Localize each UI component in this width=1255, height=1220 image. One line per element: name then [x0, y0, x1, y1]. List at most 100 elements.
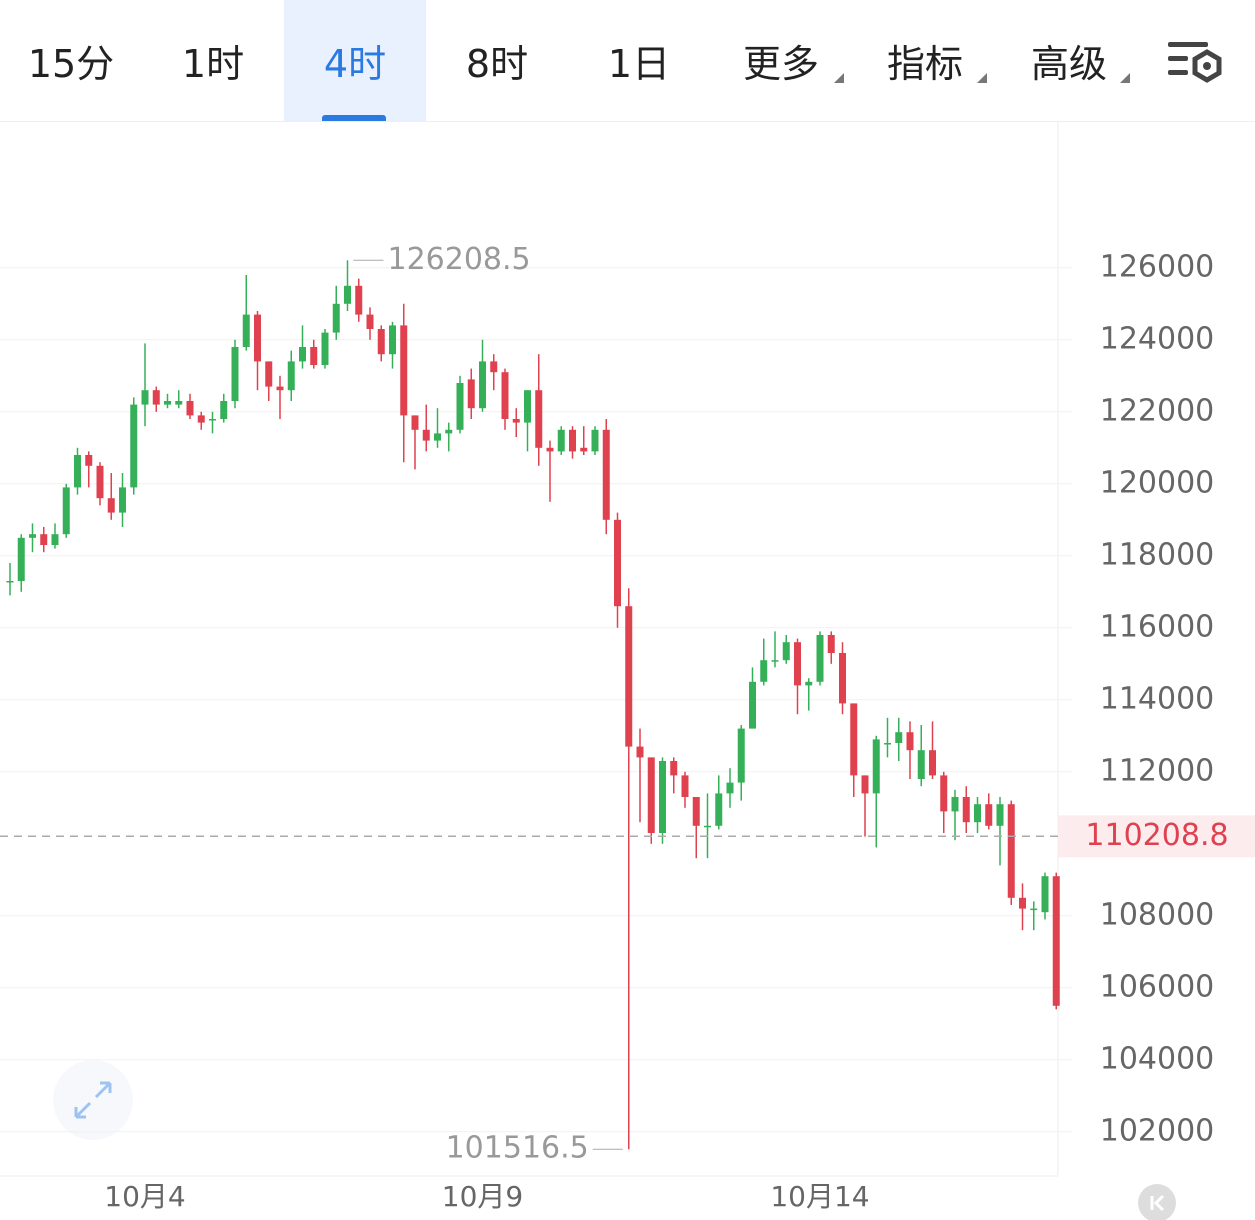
candle-body: [614, 519, 621, 607]
candle-body: [400, 325, 408, 416]
candle-body: [175, 401, 183, 405]
tab[interactable]: 1日: [607, 42, 671, 86]
candle-body: [287, 361, 295, 391]
candle-body: [355, 285, 363, 315]
y-tick-label: 122000: [1100, 393, 1215, 428]
candle-body: [962, 797, 970, 823]
candle-body: [1007, 804, 1015, 898]
candle-body: [434, 433, 441, 441]
candle-body: [546, 447, 554, 452]
tab[interactable]: 15分: [27, 42, 115, 86]
candle-body: [220, 401, 228, 419]
candle-body: [872, 739, 880, 794]
tab[interactable]: 8时: [465, 42, 529, 86]
candle-body: [467, 379, 475, 409]
candle-body: [794, 642, 801, 686]
tab[interactable]: 4时: [284, 0, 426, 121]
y-tick-label: 106000: [1100, 969, 1215, 1004]
candle-body: [535, 390, 543, 448]
candle-body: [636, 746, 644, 758]
back-icon: [1150, 1194, 1165, 1212]
tab-bar: 15分 1时 4时 8时 1日 更多 指标 高级: [0, 0, 1255, 122]
tab[interactable]: 更多: [742, 42, 819, 86]
candle-body: [164, 401, 171, 405]
candle-body: [411, 415, 419, 430]
candle-body: [40, 534, 48, 545]
candle-body: [850, 703, 858, 776]
candle-body: [985, 804, 993, 826]
dropdown-arrow: [834, 73, 844, 83]
tab[interactable]: 指标: [886, 42, 963, 86]
y-tick-label: 114000: [1100, 681, 1215, 716]
candle-body: [692, 797, 700, 826]
candle-body: [906, 732, 914, 751]
last-price-label: 110208.8: [1085, 818, 1228, 853]
candle-body: [647, 757, 655, 833]
candle-body: [17, 537, 25, 581]
candle-body: [6, 581, 14, 583]
candle-body: [310, 347, 318, 365]
candle-body: [591, 429, 599, 452]
candle-body: [501, 372, 509, 419]
expand-button[interactable]: [53, 1060, 133, 1140]
y-tick-label: 118000: [1100, 537, 1215, 572]
x-tick-label: 10月4: [104, 1180, 185, 1213]
candle-body: [737, 728, 745, 783]
candle-body: [344, 285, 351, 304]
high-label: 126208.5: [388, 242, 531, 277]
y-tick-label: 126000: [1100, 249, 1215, 284]
candle-body: [895, 732, 903, 743]
candle-body: [197, 415, 205, 423]
candle-body: [445, 429, 453, 434]
candle-body: [974, 804, 981, 823]
candle-body: [659, 761, 666, 833]
candle-body: [557, 429, 565, 452]
candle-body: [299, 347, 306, 362]
y-tick-label: 112000: [1100, 753, 1215, 788]
candle-body: [389, 325, 396, 355]
low-label: 101516.5: [446, 1131, 589, 1166]
candle-body: [231, 347, 239, 401]
candle-body: [670, 761, 678, 776]
candle-body: [479, 361, 486, 409]
y-tick-label: 116000: [1100, 609, 1215, 644]
last-price-box: [1058, 815, 1255, 858]
x-tick-label: 10月9: [442, 1180, 523, 1213]
candle-body: [332, 303, 340, 333]
candle-body: [782, 642, 790, 661]
candle-body: [51, 534, 59, 545]
candle-body: [580, 447, 588, 452]
candle-body: [490, 361, 498, 373]
tab[interactable]: 1时: [181, 42, 245, 86]
y-tick-label: 108000: [1100, 897, 1215, 932]
candle-body: [1030, 908, 1038, 911]
settings-icon[interactable]: [1165, 38, 1225, 88]
y-tick-label: 104000: [1100, 1041, 1215, 1076]
candle-body: [107, 498, 115, 513]
candle-body: [771, 660, 779, 662]
candle-body: [85, 455, 93, 466]
tab[interactable]: 高级: [1030, 42, 1107, 86]
y-tick-label: 102000: [1100, 1113, 1215, 1148]
candle-body: [704, 825, 711, 828]
candle-body: [929, 750, 936, 776]
dropdown-arrow: [977, 73, 987, 83]
candle-body: [512, 419, 520, 423]
y-tick-label: 124000: [1100, 321, 1215, 356]
candle-body: [1052, 876, 1060, 1006]
candle-body: [366, 314, 374, 329]
candle-body: [29, 534, 36, 538]
candle-body: [917, 750, 925, 779]
candle-body: [209, 419, 216, 421]
candle-body: [141, 390, 149, 405]
candle-body: [119, 487, 126, 513]
candle-body: [884, 743, 891, 745]
candle-body: [681, 775, 689, 797]
candle-body: [96, 465, 104, 499]
candle-body: [321, 332, 329, 365]
candle-body: [254, 314, 261, 362]
candle-body: [625, 606, 633, 747]
candle-body: [74, 455, 81, 488]
